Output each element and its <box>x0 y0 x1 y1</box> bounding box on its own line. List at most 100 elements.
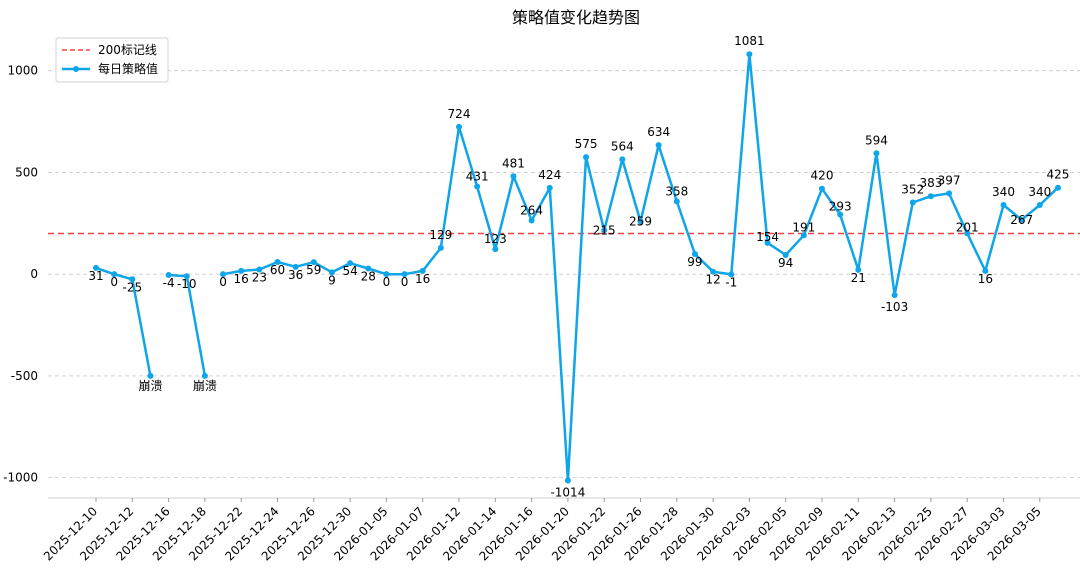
data-label: 481 <box>502 156 525 170</box>
data-point <box>909 199 916 206</box>
data-label: 21 <box>851 271 866 285</box>
data-point <box>528 217 535 224</box>
data-point <box>492 246 499 253</box>
y-tick-label: -500 <box>11 369 38 383</box>
data-point <box>274 258 281 265</box>
data-point <box>710 268 717 275</box>
data-label: 36 <box>288 268 303 282</box>
data-label: 191 <box>792 220 815 234</box>
data-label: 431 <box>466 169 489 183</box>
data-label: 358 <box>665 184 688 198</box>
data-point <box>292 263 299 270</box>
data-point <box>474 183 481 190</box>
data-point <box>256 266 263 273</box>
data-point <box>637 218 644 225</box>
legend-swatch-marker <box>73 66 79 72</box>
data-point <box>728 271 735 278</box>
data-point <box>510 173 517 180</box>
data-point <box>165 271 172 278</box>
data-label: 0 <box>401 275 409 289</box>
data-point <box>873 150 880 157</box>
data-point <box>383 271 390 278</box>
data-point <box>601 227 608 234</box>
data-point <box>328 269 335 276</box>
data-label: 16 <box>234 272 249 286</box>
data-point <box>946 190 953 197</box>
data-point <box>129 276 136 283</box>
data-point <box>1000 201 1007 208</box>
data-label: 201 <box>956 220 979 234</box>
data-label: 420 <box>811 169 834 183</box>
data-label: 31 <box>88 269 103 283</box>
data-label: 崩溃 <box>193 379 217 393</box>
y-tick-label: 0 <box>30 267 38 281</box>
data-label: 16 <box>415 272 430 286</box>
data-label: 293 <box>829 200 852 214</box>
y-tick-label: 500 <box>15 165 38 179</box>
data-label: 215 <box>593 223 616 237</box>
data-label: 129 <box>429 228 452 242</box>
data-point <box>401 271 408 278</box>
data-point <box>93 264 99 271</box>
data-label: -4 <box>163 276 175 290</box>
data-point <box>183 273 190 280</box>
data-label: -1014 <box>550 486 585 500</box>
data-label: 267 <box>1010 213 1033 227</box>
data-point <box>819 185 825 192</box>
data-label: 12 <box>705 273 720 287</box>
data-point <box>583 154 590 161</box>
data-point <box>673 198 680 205</box>
data-point <box>365 265 372 272</box>
data-label: 崩溃 <box>138 379 162 393</box>
data-label: 54 <box>342 264 357 278</box>
data-point <box>1018 216 1025 223</box>
data-label: 564 <box>611 139 634 153</box>
data-point <box>837 211 844 218</box>
data-label: -25 <box>122 280 142 294</box>
data-point <box>419 267 426 274</box>
data-point <box>1036 201 1043 208</box>
data-point <box>564 477 571 484</box>
data-label: 59 <box>306 263 321 277</box>
data-label: 594 <box>865 133 888 147</box>
data-label: -103 <box>881 300 908 314</box>
data-label: 424 <box>538 168 561 182</box>
data-label: 575 <box>575 137 598 151</box>
data-label: 9 <box>328 273 336 287</box>
data-label: 123 <box>484 232 507 246</box>
data-label: 99 <box>687 255 702 269</box>
data-label: 154 <box>756 230 779 244</box>
data-point <box>927 193 934 200</box>
chart-title: 策略值变化趋势图 <box>512 8 640 27</box>
data-label: 1081 <box>734 34 765 48</box>
data-label: 28 <box>361 269 376 283</box>
data-point <box>456 123 462 130</box>
data-label: 94 <box>778 256 793 270</box>
data-point <box>655 142 662 149</box>
data-point <box>220 271 227 278</box>
data-label: 0 <box>110 275 118 289</box>
data-point <box>1054 184 1061 191</box>
data-label: 634 <box>647 125 670 139</box>
data-label: 383 <box>919 176 942 190</box>
data-point <box>764 239 771 246</box>
data-point <box>891 292 898 299</box>
data-point <box>111 271 118 278</box>
data-label: 340 <box>992 185 1015 199</box>
data-label: -10 <box>177 277 197 291</box>
legend-label-series: 每日策略值 <box>98 61 158 76</box>
data-label: 340 <box>1028 185 1051 199</box>
data-label: 425 <box>1046 168 1069 182</box>
data-label: 0 <box>219 275 227 289</box>
data-label: 16 <box>978 272 993 286</box>
data-point <box>147 372 154 379</box>
data-point <box>800 232 807 239</box>
y-tick-label: 1000 <box>7 64 38 78</box>
data-point <box>982 267 989 274</box>
data-label: 60 <box>270 263 285 277</box>
data-label: 264 <box>520 203 543 217</box>
data-point <box>201 372 208 379</box>
data-point <box>746 51 753 58</box>
